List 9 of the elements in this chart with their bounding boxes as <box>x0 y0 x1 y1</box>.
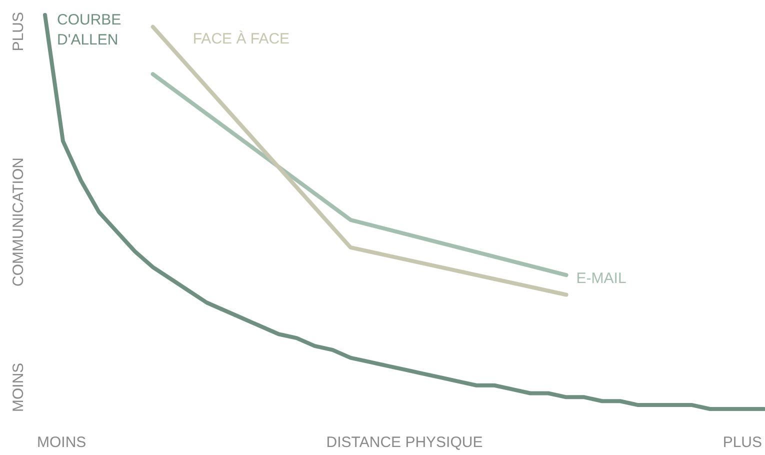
series-label: COURBE D'ALLEN <box>57 12 122 49</box>
text: MOINS <box>10 362 28 412</box>
text: MOINS <box>37 434 86 452</box>
series-label: FACE À FACE <box>192 29 290 48</box>
text: PLUS <box>722 434 762 452</box>
y-axis-title: COMMUNICATION <box>10 158 28 286</box>
text: PLUS <box>10 12 28 52</box>
series-label: E-MAIL <box>576 270 626 288</box>
x-axis-title: DISTANCE PHYSIQUE <box>326 434 483 452</box>
